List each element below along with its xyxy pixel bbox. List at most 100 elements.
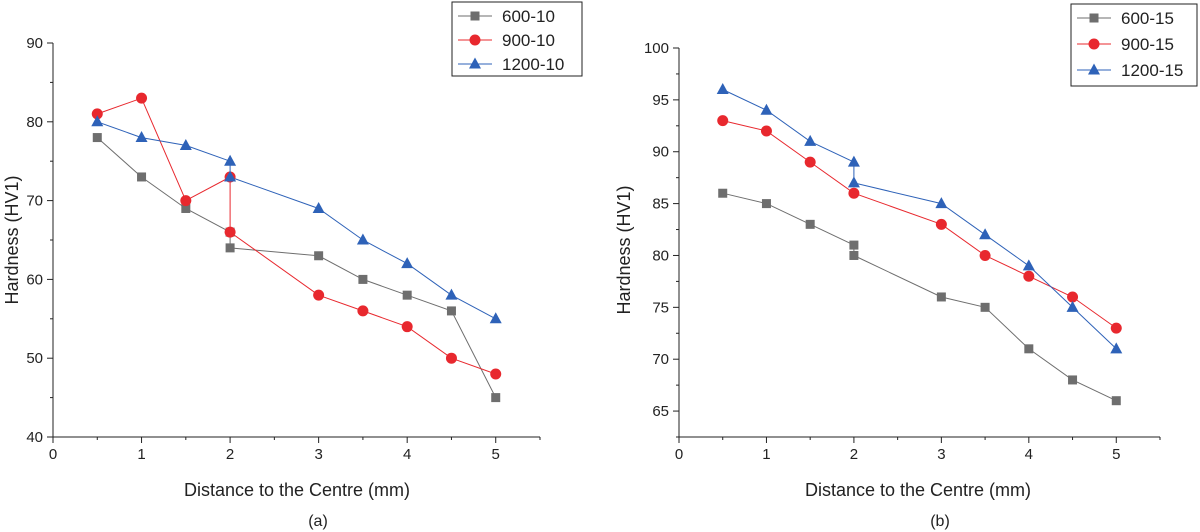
chart-b-series-line-900-15 — [722, 120, 1117, 329]
chart-a-point-600-10 — [491, 393, 501, 403]
chart-b-x-tick-label: 2 — [850, 446, 858, 463]
chart-b-point-900-15 — [1110, 322, 1122, 334]
chart-b-legend-marker-900-15 — [1088, 38, 1100, 50]
chart-a-x-axis-title: Distance to the Centre (mm) — [184, 480, 410, 500]
chart-a-y-axis-title: Hardness (HV1) — [2, 175, 22, 304]
chart-a-x-tick-label: 2 — [226, 446, 234, 463]
chart-b-legend-marker-1200-15 — [1088, 63, 1100, 75]
chart-b-point-1200-15 — [716, 82, 729, 94]
chart-b-y-tick-label: 95 — [652, 92, 669, 109]
chart-b-point-900-15 — [979, 249, 991, 261]
chart-a-legend-marker-900-10 — [469, 34, 481, 46]
chart-a-x-tick-label: 5 — [492, 446, 500, 463]
chart-a-point-900-10 — [313, 289, 325, 301]
chart-b-point-1200-15 — [847, 155, 860, 167]
chart-b-point-900-15 — [848, 187, 860, 199]
chart-a-point-1200-10 — [91, 115, 104, 127]
chart-b-point-600-15 — [1024, 344, 1034, 354]
chart-a: 0 1 2 3 4 5 40 50 60 70 80 90 600-10 900-10 1200-10 Di… — [2, 1, 583, 530]
chart-a-point-900-10 — [180, 195, 192, 207]
chart-a-point-900-10 — [136, 92, 148, 104]
chart-b-point-600-15 — [980, 302, 990, 312]
chart-b-point-900-15 — [935, 218, 947, 230]
chart-b-x-tick-label: 0 — [675, 446, 683, 463]
chart-a-point-900-10 — [401, 321, 413, 333]
chart-b-y-tick-label: 100 — [644, 40, 669, 57]
chart-b-point-900-15 — [760, 125, 772, 137]
chart-a-y-tick-label: 90 — [26, 35, 43, 52]
chart-a-point-600-10 — [314, 251, 324, 261]
chart-a-legend-label: 600-10 — [502, 7, 555, 26]
chart-a-series-line-1200-10 — [97, 121, 496, 320]
chart-b-point-600-15 — [761, 199, 771, 209]
chart-a-x-tick-label: 4 — [403, 446, 411, 463]
chart-a-y-tick-label: 40 — [26, 429, 43, 446]
chart-a-x-tick-label: 1 — [137, 446, 145, 463]
chart-a-point-900-10 — [445, 352, 457, 364]
chart-a-marks: 0 1 2 3 4 5 40 50 60 70 80 90 600-10 900-10 1200-10 — [26, 1, 583, 463]
chart-a-legend-marker-1200-10 — [469, 57, 481, 69]
chart-a-legend-label: 1200-10 — [502, 55, 564, 74]
chart-a-point-1200-10 — [356, 233, 369, 245]
chart-b-series-line-1200-15 — [722, 89, 1117, 350]
chart-b-x-tick-label: 5 — [1112, 446, 1120, 463]
chart-b-point-1200-15 — [847, 176, 860, 188]
chart-a-legend-label: 900-10 — [502, 31, 555, 50]
chart-b-point-900-15 — [717, 115, 729, 127]
chart-a-point-1200-10 — [401, 257, 414, 269]
chart-b-y-tick-label: 75 — [652, 299, 669, 316]
chart-a-point-1200-10 — [224, 154, 237, 166]
chart-b-point-1200-15 — [1022, 259, 1035, 271]
chart-b-x-tick-label: 1 — [762, 446, 770, 463]
chart-a-point-600-10 — [358, 274, 368, 284]
chart-b-y-tick-label: 70 — [652, 351, 669, 368]
chart-b-x-axis-title: Distance to the Centre (mm) — [805, 480, 1031, 500]
chart-b: 0 1 2 3 4 5 65 70 75 80 85 90 95 100 600-15 900-15 1200-… — [614, 3, 1198, 530]
chart-b-legend-marker-600-15 — [1089, 13, 1099, 23]
chart-a-point-1200-10 — [489, 312, 502, 324]
chart-a-x-tick-label: 3 — [314, 446, 322, 463]
chart-a-legend-marker-600-10 — [470, 11, 480, 21]
chart-b-point-1200-15 — [760, 103, 773, 115]
chart-b-point-1200-15 — [1066, 300, 1079, 312]
chart-a-y-tick-label: 80 — [26, 114, 43, 131]
chart-b-x-tick-label: 4 — [1025, 446, 1033, 463]
chart-a-point-1200-10 — [445, 288, 458, 300]
chart-b-legend-label: 900-15 — [1121, 35, 1174, 54]
chart-b-legend-label: 600-15 — [1121, 9, 1174, 28]
chart-b-y-tick-label: 85 — [652, 196, 669, 213]
chart-a-caption: (a) — [308, 513, 328, 530]
chart-a-point-600-10 — [402, 290, 412, 300]
chart-b-point-600-15 — [805, 219, 815, 229]
chart-b-point-600-15 — [849, 240, 859, 250]
chart-b-point-900-15 — [1067, 291, 1079, 303]
chart-a-y-tick-label: 60 — [26, 271, 43, 288]
chart-a-series-line-600-10 — [96, 137, 497, 398]
chart-b-point-1200-15 — [804, 134, 817, 146]
chart-a-point-600-10 — [225, 243, 235, 253]
chart-a-point-1200-10 — [312, 201, 325, 213]
chart-b-y-tick-label: 90 — [652, 144, 669, 161]
chart-b-y-axis-title: Hardness (HV1) — [614, 185, 634, 314]
chart-b-caption: (b) — [930, 513, 950, 530]
chart-b-x-tick-label: 3 — [937, 446, 945, 463]
chart-b-point-900-15 — [1023, 270, 1035, 282]
chart-b-point-600-15 — [936, 292, 946, 302]
chart-a-point-600-10 — [446, 306, 456, 316]
chart-b-point-600-15 — [1111, 396, 1121, 406]
chart-a-y-tick-label: 70 — [26, 193, 43, 210]
chart-b-point-600-15 — [1068, 375, 1078, 385]
chart-b-y-tick-label: 65 — [652, 403, 669, 420]
chart-b-point-1200-15 — [935, 197, 948, 209]
chart-b-series-line-600-15 — [722, 192, 1117, 402]
chart-a-point-600-10 — [137, 172, 147, 182]
chart-b-point-1200-15 — [1110, 342, 1123, 354]
chart-a-point-600-10 — [92, 133, 102, 143]
chart-a-point-900-10 — [490, 368, 502, 380]
chart-a-point-1200-10 — [179, 138, 192, 150]
chart-a-point-900-10 — [357, 305, 369, 317]
chart-b-point-600-15 — [718, 188, 728, 198]
chart-a-series-line-900-10 — [97, 97, 496, 375]
chart-b-marks: 0 1 2 3 4 5 65 70 75 80 85 90 95 100 600-15 900-15 1200-… — [644, 3, 1198, 463]
chart-a-point-600-10 — [181, 203, 191, 213]
